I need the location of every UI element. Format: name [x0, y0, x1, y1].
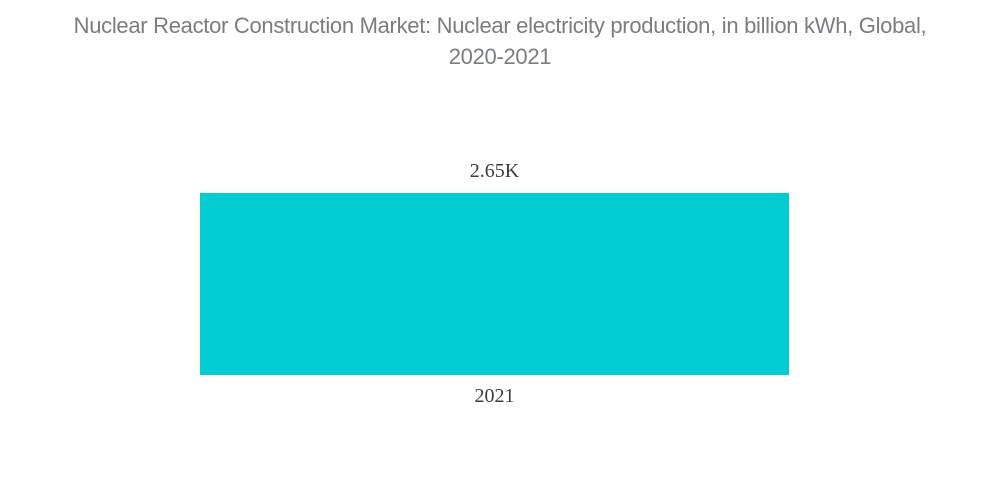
chart-title-line2: 2020-2021: [448, 44, 552, 69]
bar-2021: [200, 193, 789, 375]
x-axis-category-label: 2021: [474, 385, 515, 407]
bar-value-label: 2.65K: [469, 160, 520, 182]
chart-title-line1: Nuclear Reactor Construction Market: Nuc…: [73, 13, 927, 38]
chart-title: Nuclear Reactor Construction Market: Nuc…: [0, 10, 1000, 72]
